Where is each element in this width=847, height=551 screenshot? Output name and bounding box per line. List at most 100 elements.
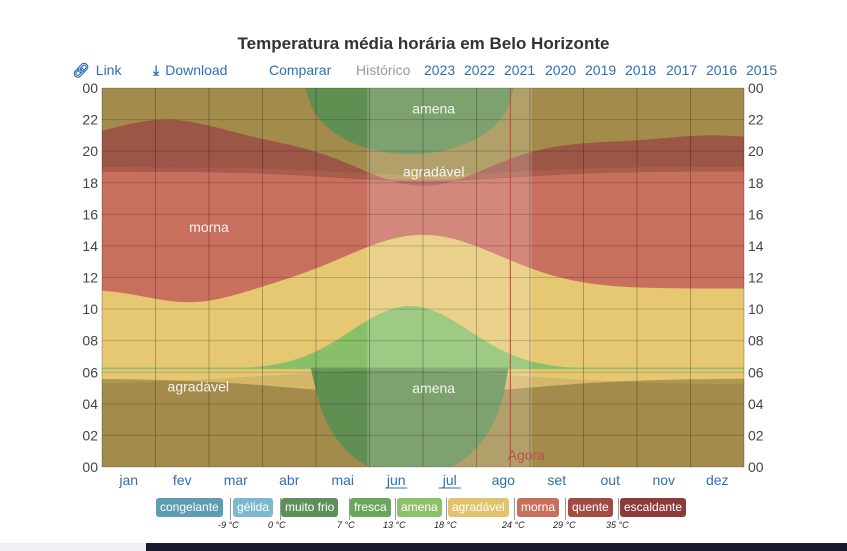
legend-item-0: congelante bbox=[156, 498, 223, 517]
download-button[interactable]: ⤓ Download bbox=[153, 62, 227, 79]
region-label-3: agradável bbox=[168, 378, 230, 394]
y-tick-label-right: 08 bbox=[748, 333, 764, 349]
y-tick-label-right: 16 bbox=[748, 206, 764, 222]
region-night-shade-top bbox=[102, 88, 744, 175]
taskbar-right bbox=[146, 543, 847, 551]
history-label: Histórico bbox=[356, 62, 411, 78]
link-icon: 🔗︎ bbox=[72, 62, 90, 78]
y-tick-label-left: 04 bbox=[82, 396, 98, 412]
region-amena-top bbox=[102, 88, 744, 155]
taskbar-left bbox=[0, 543, 146, 551]
y-tick-label-right: 06 bbox=[748, 364, 764, 380]
x-tick-label-fev: fev bbox=[173, 472, 192, 488]
year-2017[interactable]: 2017 bbox=[666, 62, 698, 78]
y-axis-right: 00 02 04 06 08 10 12 14 16 18 20 22 00 bbox=[748, 80, 764, 475]
y-tick-label-left: 08 bbox=[82, 333, 98, 349]
x-tick-label-set: set bbox=[547, 472, 566, 488]
year-2021[interactable]: 2021 bbox=[504, 62, 536, 78]
link-button[interactable]: 🔗︎ Link bbox=[72, 62, 121, 79]
region-morna bbox=[102, 165, 744, 303]
x-tick-label-jul: jul bbox=[442, 472, 457, 488]
season-shade bbox=[367, 88, 533, 467]
x-tick-label-abr: abr bbox=[279, 472, 300, 488]
legend-threshold-1: 0 °C bbox=[268, 520, 286, 530]
legend-separator bbox=[618, 498, 619, 520]
year-2023[interactable]: 2023 bbox=[424, 62, 456, 78]
y-tick-label-right: 22 bbox=[748, 112, 764, 128]
legend-threshold-2: 7 °C bbox=[337, 520, 355, 530]
region-amena-day bbox=[102, 306, 744, 370]
legend-threshold-4: 18 °C bbox=[434, 520, 457, 530]
temperature-legend: congelante -9 °C gélida 0 °C muito frio 7 °C f… bbox=[0, 498, 847, 538]
y-tick-label-left: 10 bbox=[82, 301, 98, 317]
y-tick-label-left: 14 bbox=[82, 238, 98, 254]
year-2019[interactable]: 2019 bbox=[585, 62, 617, 78]
y-tick-label-left: 18 bbox=[82, 175, 98, 191]
legend-threshold-7: 35 °C bbox=[606, 520, 629, 530]
compare-button[interactable]: Comparar bbox=[269, 62, 332, 78]
y-tick-label-left: 22 bbox=[82, 112, 98, 128]
legend-separator bbox=[514, 498, 515, 520]
y-tick-label-left: 16 bbox=[82, 206, 98, 222]
x-tick-label-out: out bbox=[601, 472, 621, 488]
y-tick-label-right: 02 bbox=[748, 427, 764, 443]
legend-item-6: morna bbox=[517, 498, 560, 517]
region-label-1: agradável bbox=[403, 164, 465, 180]
y-tick-label-right: 04 bbox=[748, 396, 764, 412]
link-label: Link bbox=[95, 62, 122, 78]
y-tick-label-right: 18 bbox=[748, 175, 764, 191]
y-tick-label-right: 20 bbox=[748, 143, 764, 159]
year-2020[interactable]: 2020 bbox=[545, 62, 577, 78]
y-tick-label-left: 02 bbox=[82, 427, 98, 443]
x-tick-label-dez: dez bbox=[706, 472, 729, 488]
legend-threshold-5: 24 °C bbox=[502, 520, 525, 530]
year-2022[interactable]: 2022 bbox=[464, 62, 496, 78]
y-tick-label-left: 12 bbox=[82, 270, 98, 286]
legend-threshold-3: 13 °C bbox=[383, 520, 406, 530]
y-tick-label-right: 00 bbox=[748, 80, 764, 96]
year-2018[interactable]: 2018 bbox=[625, 62, 657, 78]
legend-item-2: muito frio bbox=[281, 498, 339, 517]
legend-separator bbox=[280, 498, 281, 520]
legend-separator bbox=[349, 498, 350, 520]
year-2015[interactable]: 2015 bbox=[746, 62, 778, 78]
chart-toolbar: 🔗︎ Link ⤓ Download Comparar Histórico 2023… bbox=[0, 62, 847, 82]
y-tick-label-right: 14 bbox=[748, 238, 764, 254]
x-tick-label-jun: jun bbox=[386, 472, 406, 488]
region-label-4: amena bbox=[412, 380, 455, 396]
x-tick-label-mai: mai bbox=[331, 472, 354, 488]
y-tick-label-right: 12 bbox=[748, 270, 764, 286]
now-label: Agora bbox=[508, 447, 546, 463]
y-tick-label-left: 00 bbox=[82, 459, 98, 475]
x-tick-label-mar: mar bbox=[224, 472, 248, 488]
x-tick-label-nov: nov bbox=[652, 472, 675, 488]
region-night-shade-bottom bbox=[102, 370, 744, 467]
legend-separator bbox=[395, 498, 396, 520]
legend-item-5: agradável bbox=[448, 498, 509, 517]
legend-threshold-6: 29 °C bbox=[553, 520, 576, 530]
region-quente bbox=[102, 119, 744, 186]
legend-separator bbox=[230, 498, 231, 520]
y-axis-left: 00 02 04 06 08 10 12 14 16 18 20 22 00 bbox=[82, 80, 98, 475]
y-tick-label-right: 00 bbox=[748, 459, 764, 475]
legend-item-3: fresca bbox=[350, 498, 391, 517]
region-label-0: amena bbox=[412, 101, 455, 117]
x-axis: jan fev mar abr mai jun jul ago set out nov dez bbox=[118, 472, 729, 489]
download-icon: ⤓ bbox=[153, 62, 160, 78]
x-tick-label-ago: ago bbox=[492, 472, 516, 488]
x-tick-label-jan: jan bbox=[118, 472, 138, 488]
year-2016[interactable]: 2016 bbox=[706, 62, 738, 78]
region-label-2: morna bbox=[189, 219, 229, 235]
y-tick-label-left: 06 bbox=[82, 364, 98, 380]
legend-item-4: amena bbox=[397, 498, 442, 517]
chart-title: Temperatura média horária em Belo Horizo… bbox=[237, 34, 610, 53]
legend-item-8: escaldante bbox=[620, 498, 687, 517]
download-label: Download bbox=[165, 62, 228, 78]
legend-separator bbox=[446, 498, 447, 520]
legend-item-1: gélida bbox=[233, 498, 274, 517]
legend-separator bbox=[565, 498, 566, 520]
y-tick-label-left: 20 bbox=[82, 143, 98, 159]
y-tick-label-left: 00 bbox=[82, 80, 98, 96]
legend-threshold-0: -9 °C bbox=[218, 520, 239, 530]
